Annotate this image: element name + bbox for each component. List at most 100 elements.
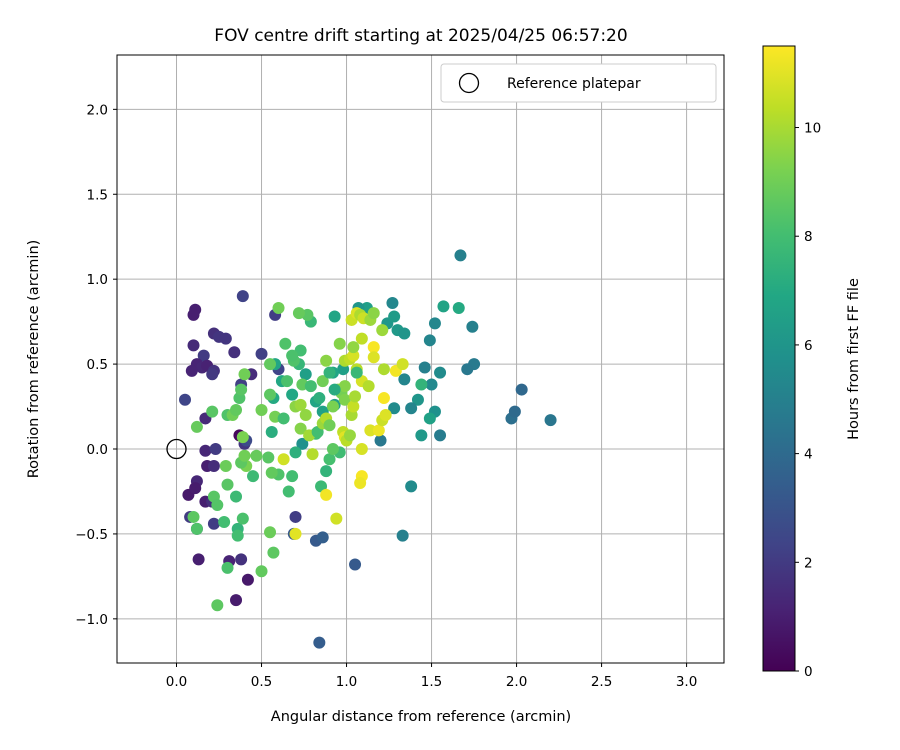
data-point: [294, 398, 307, 411]
x-tick-label: 1.5: [421, 674, 442, 690]
data-point: [247, 470, 260, 483]
data-point: [367, 351, 380, 364]
data-point: [192, 553, 205, 566]
data-point: [199, 444, 212, 457]
data-point: [405, 402, 418, 415]
data-point: [328, 310, 341, 323]
data-point: [255, 403, 268, 416]
data-point: [372, 424, 385, 437]
data-point: [197, 349, 210, 362]
data-point: [349, 390, 362, 403]
data-point: [294, 422, 307, 435]
data-point: [262, 451, 275, 464]
data-point: [211, 499, 224, 512]
colorbar: [762, 45, 796, 672]
legend-box: [440, 63, 717, 103]
data-point: [434, 429, 447, 442]
y-tick-label: 2.0: [87, 102, 108, 118]
x-tick-label: 2.5: [591, 674, 612, 690]
data-point: [185, 364, 198, 377]
data-point: [515, 383, 528, 396]
data-point: [238, 368, 251, 381]
data-point: [347, 349, 360, 362]
data-point: [354, 476, 367, 489]
data-point: [367, 341, 380, 354]
data-point: [323, 419, 336, 432]
colorbar-label: Hours from first FF file: [846, 278, 862, 440]
data-point: [338, 380, 351, 393]
data-point: [320, 354, 333, 367]
data-point: [277, 453, 290, 466]
data-point: [292, 307, 305, 320]
chart-title: FOV centre drift starting at 2025/04/25 …: [214, 26, 627, 46]
data-point: [272, 302, 285, 315]
data-point: [347, 400, 360, 413]
legend: Reference platepar: [440, 63, 717, 103]
data-point: [377, 363, 390, 376]
data-point: [286, 388, 299, 401]
data-point: [299, 368, 312, 381]
reference-point: [166, 438, 187, 460]
data-points: [179, 249, 557, 649]
data-point: [207, 459, 220, 472]
data-point: [396, 358, 409, 371]
data-point: [264, 526, 277, 539]
data-point: [323, 453, 336, 466]
data-point: [241, 573, 254, 586]
data-point: [355, 443, 368, 456]
data-point: [508, 405, 521, 418]
data-point: [209, 443, 222, 456]
data-point: [454, 249, 467, 262]
data-point: [411, 393, 424, 406]
data-point: [388, 310, 401, 323]
data-point: [379, 409, 392, 422]
data-point: [452, 302, 465, 315]
data-point: [279, 337, 292, 350]
data-point: [320, 488, 333, 501]
data-point: [264, 358, 277, 371]
data-point: [267, 546, 280, 559]
data-point: [265, 426, 278, 439]
data-point: [207, 517, 220, 530]
x-axis-label: Angular distance from reference (arcmin): [271, 709, 571, 725]
colorbar-tick-label: 2: [804, 555, 813, 571]
data-point: [398, 373, 411, 386]
x-tick-label: 0.0: [166, 674, 187, 690]
y-tick-label: 0.5: [87, 357, 108, 373]
data-point: [328, 383, 341, 396]
data-point: [235, 383, 248, 396]
data-point: [189, 482, 202, 495]
colorbar-tick-label: 8: [804, 229, 813, 245]
data-point: [415, 429, 428, 442]
data-point: [230, 490, 243, 503]
data-point: [250, 449, 263, 462]
data-point: [179, 393, 192, 406]
data-point: [218, 516, 231, 529]
x-tick-label: 3.0: [676, 674, 697, 690]
data-point: [343, 429, 356, 442]
colorbar-tick-label: 4: [804, 447, 813, 463]
data-point: [350, 366, 363, 379]
plot-frame: [116, 54, 725, 664]
data-point: [355, 332, 368, 345]
y-tick-label: 1.5: [87, 187, 108, 203]
colorbar-tick-label: 6: [804, 338, 813, 354]
data-point: [264, 388, 277, 401]
data-point: [230, 594, 243, 607]
data-point: [236, 512, 249, 525]
data-point: [396, 529, 409, 542]
data-point: [187, 308, 200, 321]
data-point: [255, 347, 268, 360]
data-point: [347, 341, 360, 354]
data-point: [374, 434, 387, 447]
data-point: [255, 565, 268, 578]
data-point: [289, 446, 302, 459]
data-point: [221, 478, 234, 491]
data-point: [281, 375, 294, 388]
data-point: [316, 375, 329, 388]
data-point: [206, 368, 219, 381]
colorbar-tick-label: 10: [804, 121, 821, 137]
data-point: [299, 409, 312, 422]
data-point: [190, 522, 203, 535]
